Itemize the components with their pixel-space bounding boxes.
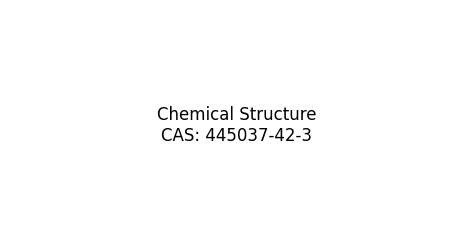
Text: Chemical Structure
CAS: 445037-42-3: Chemical Structure CAS: 445037-42-3 (157, 106, 316, 145)
